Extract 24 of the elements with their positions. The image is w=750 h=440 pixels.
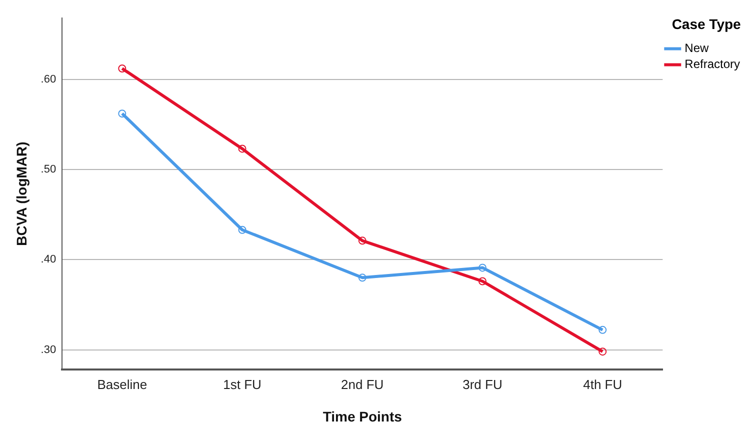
point — [118, 64, 126, 72]
y-tick-label: .50 — [40, 163, 56, 176]
point — [598, 326, 607, 334]
y-tick-label: .60 — [40, 73, 56, 86]
point — [238, 226, 246, 234]
y-axis-title: BCVA (logMAR) — [13, 142, 30, 246]
x-tick-label: Baseline — [97, 376, 148, 392]
point — [478, 277, 486, 286]
point — [358, 236, 366, 245]
point — [238, 144, 246, 153]
x-axis-title: Time Points — [322, 408, 402, 424]
point — [358, 274, 366, 282]
legend-title: Case Type — [672, 16, 742, 32]
y-tick-label: .40 — [40, 254, 56, 266]
x-tick-label: 1st FU — [223, 376, 262, 392]
x-tick-label: 4th FU — [583, 376, 622, 392]
point — [118, 110, 126, 118]
legend-label: Refractory — [684, 57, 740, 72]
x-tick-label: 2nd FU — [341, 376, 384, 392]
point — [598, 348, 607, 356]
y-tick-label: .30 — [40, 344, 56, 356]
point — [478, 264, 486, 272]
legend-label: New — [684, 41, 709, 56]
x-tick-label: 3rd FU — [462, 376, 502, 392]
